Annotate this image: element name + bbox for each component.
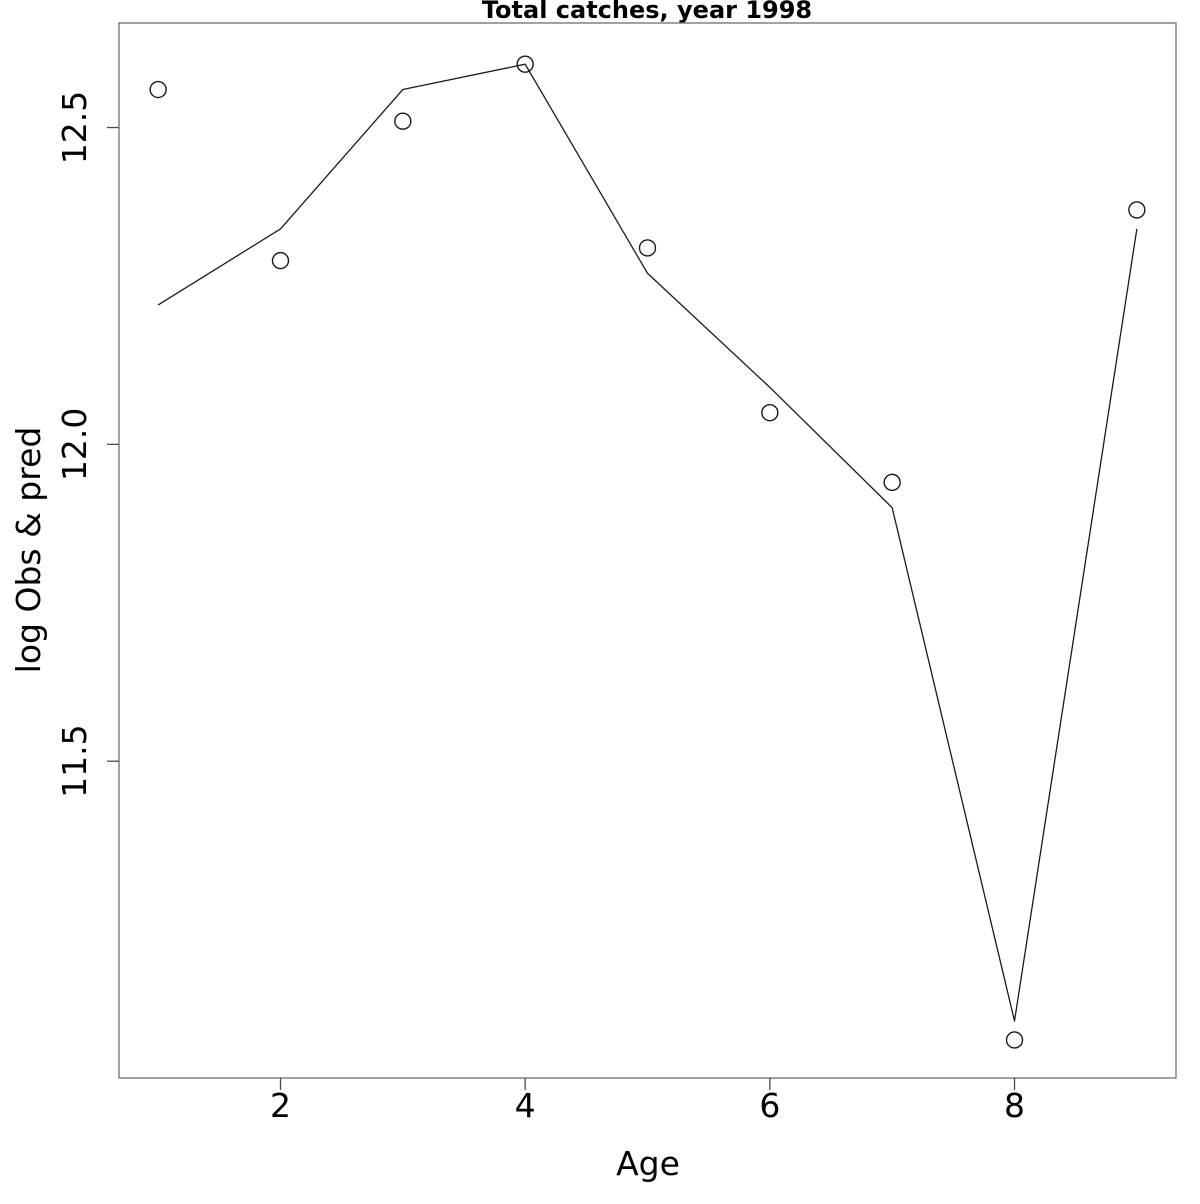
data-point-age-8 — [1005, 1031, 1024, 1049]
data-point-age-5 — [638, 239, 657, 257]
data-point-age-9 — [1128, 201, 1146, 219]
y-tick-label: 12.5 — [55, 91, 94, 164]
axis-ticks: 2 4 6 8 11.5 12.0 12.5 — [55, 91, 1025, 1125]
data-point-age-7 — [883, 473, 901, 492]
predicted-line — [157, 63, 1138, 1022]
chart-title: Total catches, year 1998 — [482, 0, 812, 24]
x-tick-label: 4 — [515, 1086, 536, 1125]
x-tick-label: 2 — [270, 1086, 291, 1125]
x-tick-label: 8 — [1004, 1086, 1025, 1125]
data-point-age-4 — [516, 55, 534, 73]
data-point-age-2 — [271, 251, 290, 270]
data-series — [149, 55, 1146, 1049]
x-tick-label: 6 — [759, 1086, 780, 1125]
y-axis-label: log Obs & pred — [9, 427, 48, 674]
data-point-age-3 — [394, 112, 412, 130]
y-tick-label: 11.5 — [55, 724, 94, 797]
data-point-age-6 — [761, 403, 779, 422]
plot-box — [118, 22, 1177, 1079]
y-tick-label: 12.0 — [55, 408, 94, 481]
plot-box-border — [118, 22, 1177, 1079]
data-point-age-1 — [149, 80, 167, 99]
x-axis-label: Age — [616, 1144, 680, 1183]
